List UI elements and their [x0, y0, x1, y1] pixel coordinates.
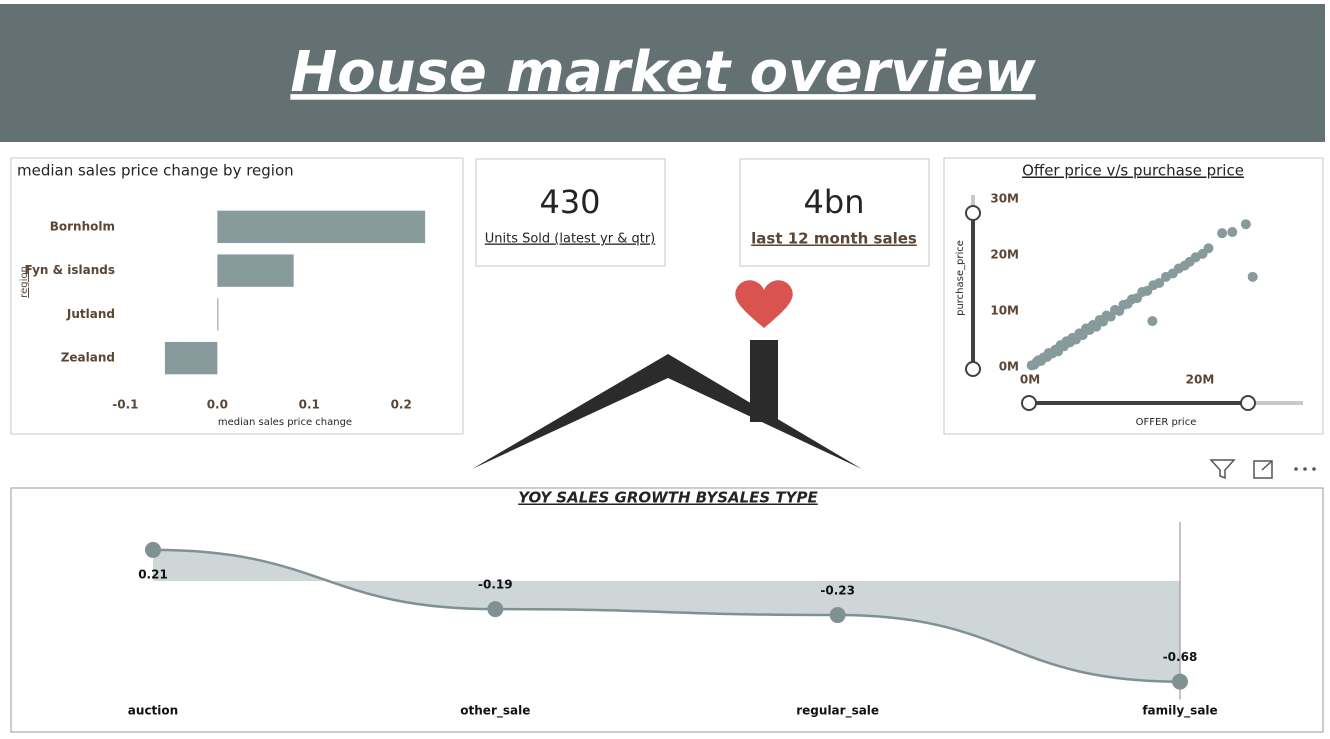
x-tick-label: 0.2: [391, 398, 412, 412]
point: [1172, 673, 1188, 690]
point: [145, 541, 161, 558]
house-graphic: [472, 280, 862, 469]
chimney: [750, 340, 778, 422]
slider-handle[interactable]: [1021, 395, 1037, 411]
card: [475, 158, 666, 267]
data-label: -0.19: [478, 578, 513, 592]
x-axis-label: OFFER price: [1136, 417, 1197, 428]
x-tick-label: regular_sale: [796, 704, 879, 719]
scatter-point: [1247, 271, 1258, 282]
focus-icon[interactable]: [1253, 460, 1273, 479]
data-label: -0.68: [1163, 650, 1198, 664]
y-tick-label: 0M: [999, 360, 1019, 374]
dot: [1312, 467, 1316, 471]
point: [829, 607, 846, 624]
visual-toolbar: [1209, 459, 1316, 480]
slider-handle[interactable]: [965, 205, 981, 221]
dot: [1303, 467, 1307, 471]
bar: [164, 341, 218, 375]
x-tick-label: 0M: [1020, 373, 1040, 387]
bar: [217, 210, 426, 244]
data-label: 0.21: [138, 567, 168, 581]
y-tick-label: 20M: [990, 248, 1019, 262]
x-tick-label: family_sale: [1142, 704, 1217, 719]
line: [152, 548, 1181, 683]
y-tick-label: 30M: [990, 192, 1019, 206]
chart-title: YOY SALES GROWTH BYSALES TYPE: [518, 489, 818, 507]
scatter-point: [1147, 316, 1158, 327]
data-label: -0.23: [820, 584, 855, 598]
y-tick-label: Zealand: [61, 351, 115, 365]
focus-frame: [1253, 460, 1273, 479]
slider-handle[interactable]: [965, 361, 981, 377]
x-axis-label: median sales price change: [218, 417, 352, 428]
x-tick-label: 20M: [1186, 373, 1215, 387]
range-sliders: [965, 195, 1303, 411]
header-bar: [0, 4, 1325, 142]
heart: [735, 280, 793, 328]
kpi-label: Units Sold (latest yr & qtr): [485, 232, 656, 247]
x-tick-label: other_sale: [460, 704, 530, 719]
page-title: House market overview: [290, 40, 1036, 105]
area-fill: [153, 549, 1180, 682]
scatter-point: [1217, 228, 1228, 239]
kpi-label: last 12 month sales: [751, 230, 917, 248]
panel: [10, 157, 464, 435]
y-axis-label: purchase_price: [955, 240, 966, 316]
roof: [472, 354, 862, 469]
dot: [1294, 467, 1298, 471]
chart-title: median sales price change by region: [17, 162, 294, 180]
x-tick-label: auction: [128, 704, 178, 718]
kpi-value: 4bn: [804, 183, 865, 221]
y-tick-label: 10M: [990, 304, 1019, 318]
focus-arrow: [1261, 460, 1273, 471]
more-options[interactable]: [1294, 467, 1316, 471]
slider-handle[interactable]: [1240, 395, 1256, 411]
kpi-value: 430: [539, 183, 600, 221]
y-tick-label: Jutland: [66, 307, 115, 321]
y-tick-label: Bornholm: [50, 219, 115, 233]
scatter-point: [1154, 278, 1165, 288]
scatter-point: [1240, 219, 1251, 230]
x-tick-label: -0.1: [112, 398, 138, 412]
x-tick-label: 0.0: [207, 398, 228, 412]
scatter-point: [1227, 227, 1238, 238]
scatter-point: [1203, 243, 1214, 254]
bar: [217, 298, 219, 331]
card: [739, 158, 930, 267]
filter-icon[interactable]: [1209, 459, 1236, 480]
x-tick-label: 0.1: [299, 398, 320, 412]
y-axis-label: region: [19, 266, 30, 298]
y-tick-label: Fyn & islands: [25, 263, 115, 277]
bar: [217, 254, 294, 287]
point: [487, 601, 504, 618]
chart-title: Offer price v/s purchase price: [1022, 162, 1244, 180]
